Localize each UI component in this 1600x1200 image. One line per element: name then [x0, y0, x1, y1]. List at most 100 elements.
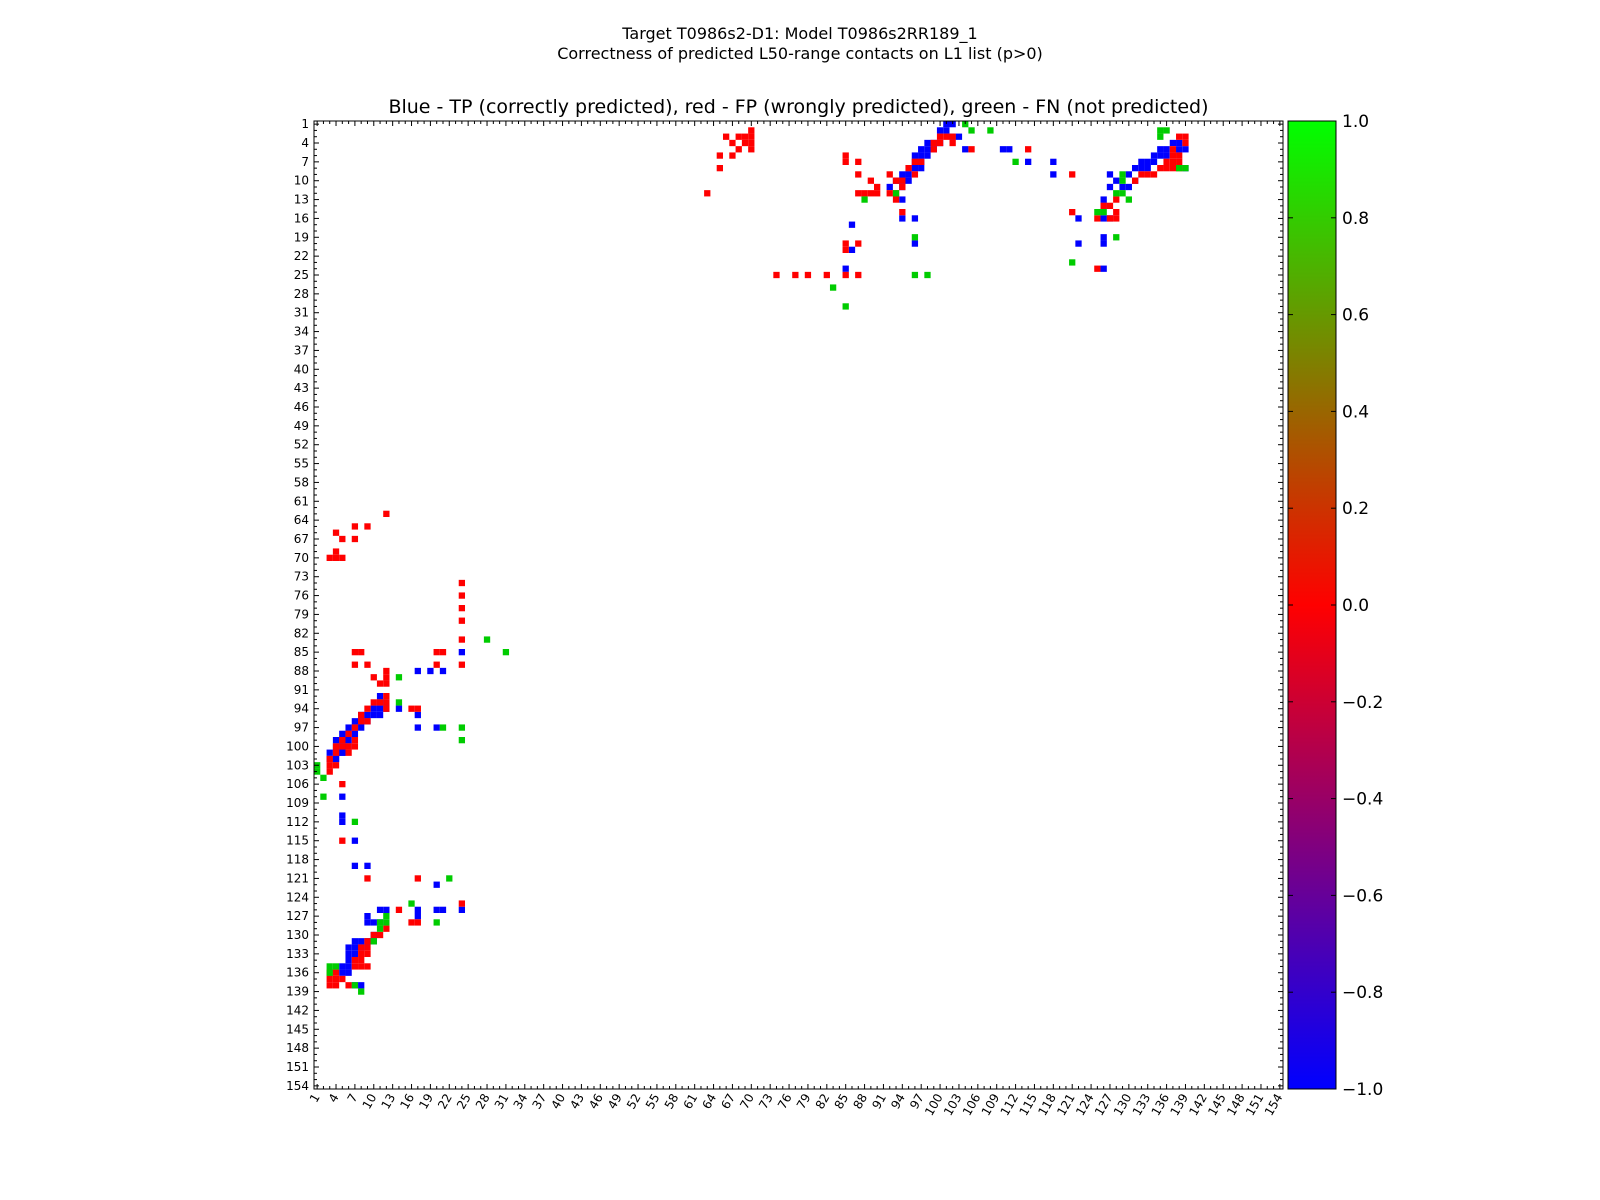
y-tick-label: 103 [286, 758, 309, 772]
contact-cell-fp [1176, 152, 1183, 159]
contact-cell-fp [351, 523, 359, 530]
contact-cell-fp [414, 875, 421, 882]
contact-cell-tp [383, 906, 390, 913]
y-tick-label: 142 [286, 1003, 309, 1017]
x-tick-label: 88 [850, 1091, 870, 1111]
contact-cell-fn [968, 127, 975, 134]
contact-cell-tp [1075, 240, 1082, 247]
contact-cell-fp [1182, 133, 1189, 140]
colorbar-tick-label: 0.0 [1342, 596, 1369, 616]
contact-cell-fn [332, 963, 340, 970]
x-tick-label: 16 [397, 1091, 417, 1111]
contact-cell-fp [395, 906, 403, 913]
contact-cell-tp [339, 730, 346, 737]
contact-cell-fp [1106, 215, 1114, 222]
contact-cell-fp [458, 900, 466, 907]
contact-cell-fp [358, 944, 365, 951]
contact-cell-fn [320, 774, 327, 781]
contact-cell-fp [458, 605, 466, 612]
contact-cell-fn [1069, 259, 1076, 266]
y-tick-label: 25 [294, 268, 309, 282]
contact-cell-tp [1050, 171, 1057, 178]
contact-cell-fp [874, 190, 881, 197]
colorbar-tick-label: 0.6 [1342, 306, 1369, 326]
contact-cell-fn [962, 121, 969, 128]
contact-cell-fp [383, 693, 390, 700]
y-tick-label: 106 [286, 777, 309, 791]
colorbar-tick-label: 0.4 [1342, 402, 1369, 422]
contact-cell-fp [364, 705, 371, 712]
contact-cell-fn [395, 699, 403, 706]
contact-cell-fp [383, 699, 390, 706]
contact-cell-fp [332, 529, 340, 536]
contact-cell-fp [358, 711, 365, 719]
contact-cell-fp [339, 837, 346, 844]
contact-cell-fn [458, 724, 466, 731]
contact-cell-fp [345, 743, 352, 750]
contact-cell-fp [458, 592, 466, 599]
contact-cell-tp [955, 133, 963, 140]
x-tick-label: 91 [869, 1091, 889, 1111]
contact-cell-fp [370, 699, 377, 706]
y-tick-label: 28 [294, 287, 309, 301]
contact-cell-fn [326, 969, 333, 976]
contact-cell-fp [911, 171, 919, 178]
contact-cell-tp [911, 240, 919, 247]
contact-cell-tp [918, 152, 925, 159]
contact-cell-tp [848, 221, 856, 228]
contact-cell-tp [339, 812, 346, 819]
x-tick-label: 13 [379, 1091, 399, 1111]
contact-cell-fp [899, 177, 906, 184]
contact-cell-fp [1150, 171, 1158, 178]
contact-cell-fp [351, 963, 359, 970]
contact-cell-fp [936, 133, 944, 140]
x-tick-label: 94 [888, 1091, 908, 1111]
x-tick-label: 109 [979, 1091, 1003, 1118]
contact-cell-fp [332, 554, 340, 561]
x-tick-label: 55 [643, 1091, 663, 1111]
contact-cell-fp [326, 755, 333, 763]
x-tick-label: 73 [756, 1091, 776, 1111]
contact-cell-tp [1163, 152, 1170, 159]
contact-cell-tp [351, 938, 359, 945]
colorbar-tick-labels: 1.0 0.8 0.6 0.4 0.2 0.0 −0.2 −0.4 −0.6 −0.8 −1.0 [1288, 112, 1383, 1100]
contact-cell-fp [326, 975, 333, 983]
contact-cell-fp [351, 724, 359, 731]
contact-cell-fp [861, 190, 868, 197]
contact-cell-fp [735, 133, 742, 140]
contact-cell-fn [1157, 127, 1164, 134]
contact-cell-fp [351, 737, 359, 744]
contact-cell-fp [855, 240, 862, 247]
contact-cell-fp [332, 969, 340, 976]
contact-cell-tp [345, 724, 352, 731]
contact-cell-fp [722, 133, 730, 140]
contact-cell-fp [1113, 209, 1120, 216]
y-tick-label: 145 [286, 1022, 309, 1036]
contact-cell-tp [364, 913, 371, 920]
x-tick-label: 70 [737, 1091, 757, 1111]
contact-cell-fp [364, 944, 371, 951]
y-tick-label: 151 [286, 1060, 309, 1074]
contact-cell-fp [892, 196, 900, 203]
contact-cell-fp [351, 661, 359, 668]
figure-suptitle-line1: Target T0986s2-D1: Model T0986s2RR189_1 [622, 24, 978, 43]
contact-cell-fp [383, 674, 390, 681]
contact-cell-fp [376, 931, 384, 939]
contact-cell-fp [332, 743, 340, 750]
contact-cell-fp [370, 674, 377, 681]
y-tick-label: 55 [294, 457, 309, 471]
y-tick-label: 43 [294, 381, 309, 395]
contact-cell-tp [1169, 139, 1177, 147]
contact-cell-fp [1138, 171, 1145, 178]
contact-cell-fp [842, 246, 849, 253]
contact-cell-tp [1100, 234, 1107, 241]
contact-cell-fp [345, 749, 352, 756]
contact-cell-fp [855, 190, 862, 197]
x-tick-label: 154 [1262, 1091, 1286, 1118]
contact-cell-fp [918, 158, 925, 165]
contact-cell-fn [911, 271, 919, 279]
contact-cell-tp [414, 724, 421, 731]
y-tick-label: 49 [294, 419, 309, 433]
x-tick-label: 49 [605, 1091, 625, 1111]
